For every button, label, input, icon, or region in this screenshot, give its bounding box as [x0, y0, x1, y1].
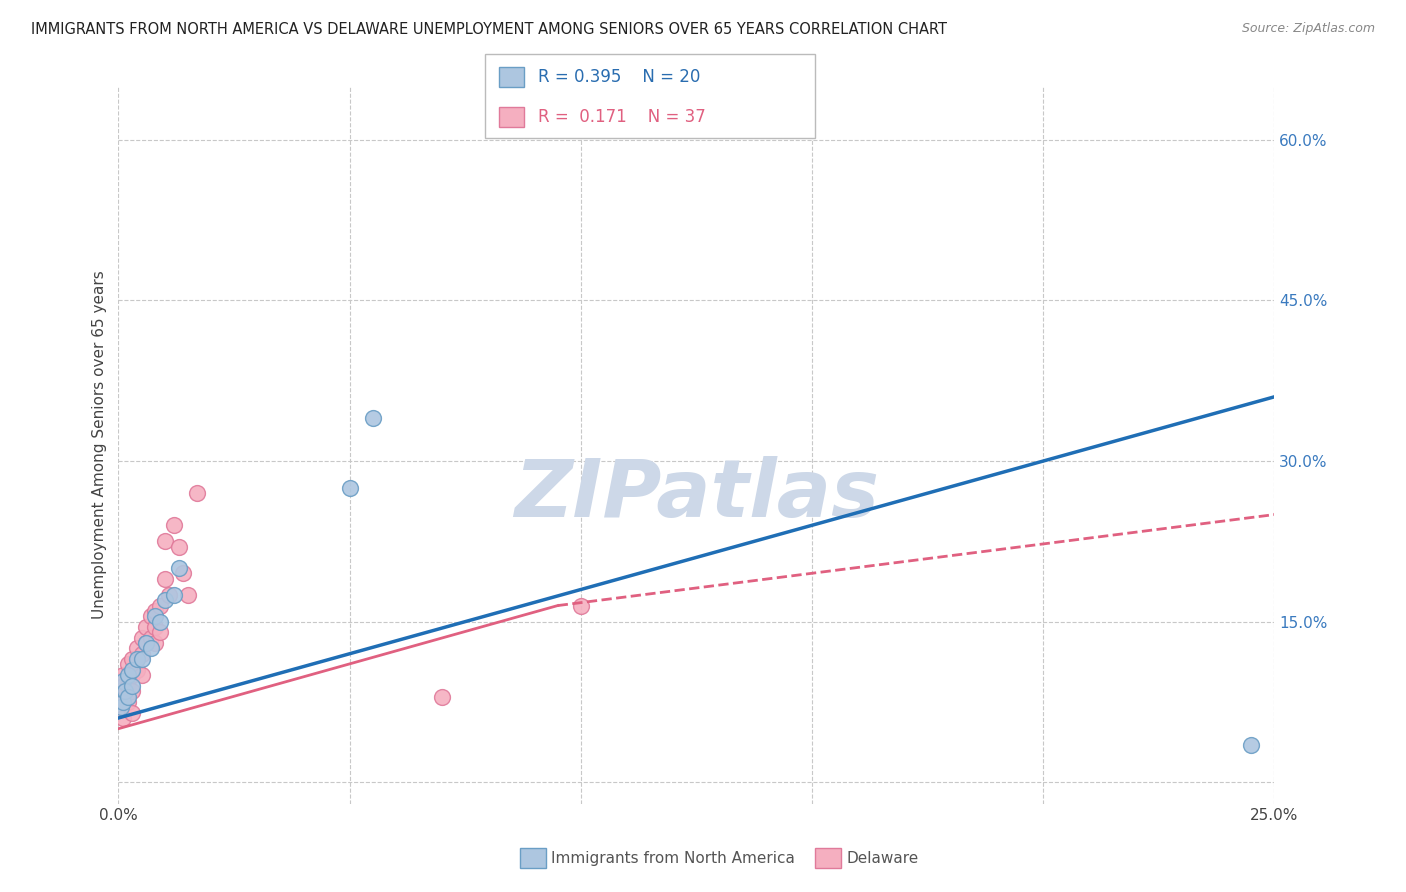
Point: [112, 695, 135, 709]
Text: Immigrants from North America: Immigrants from North America: [551, 851, 794, 865]
Point: [145, 604, 167, 618]
Point: [163, 518, 186, 533]
Point: [112, 711, 135, 725]
Text: ZIPatlas: ZIPatlas: [515, 456, 879, 534]
Point: [167, 540, 190, 554]
Point: [131, 647, 153, 661]
Point: [110, 690, 132, 704]
Point: [117, 679, 139, 693]
Point: [139, 609, 162, 624]
Point: [149, 599, 172, 613]
Y-axis label: Unemployment Among Seniors over 65 years: Unemployment Among Seniors over 65 years: [93, 270, 107, 619]
Point: [430, 690, 453, 704]
Point: [153, 593, 176, 607]
Point: [125, 663, 148, 677]
Point: [139, 641, 162, 656]
Point: [117, 690, 139, 704]
Point: [121, 684, 143, 698]
Point: [117, 695, 139, 709]
Point: [121, 663, 143, 677]
Point: [177, 588, 200, 602]
Point: [139, 631, 162, 645]
Point: [131, 668, 153, 682]
Point: [153, 534, 176, 549]
Point: [114, 684, 136, 698]
Point: [117, 657, 139, 672]
Point: [108, 673, 131, 688]
Text: Delaware: Delaware: [846, 851, 918, 865]
Point: [121, 652, 143, 666]
Point: [121, 668, 143, 682]
Point: [112, 679, 135, 693]
Point: [112, 695, 135, 709]
Point: [149, 615, 172, 629]
Point: [110, 700, 132, 714]
Text: IMMIGRANTS FROM NORTH AMERICA VS DELAWARE UNEMPLOYMENT AMONG SENIORS OVER 65 YEA: IMMIGRANTS FROM NORTH AMERICA VS DELAWAR…: [31, 22, 946, 37]
Point: [145, 636, 167, 650]
Point: [172, 566, 194, 581]
Point: [569, 599, 592, 613]
Text: Source: ZipAtlas.com: Source: ZipAtlas.com: [1241, 22, 1375, 36]
Point: [125, 641, 148, 656]
Point: [145, 609, 167, 624]
Text: R = 0.395    N = 20: R = 0.395 N = 20: [538, 69, 700, 87]
Point: [112, 668, 135, 682]
Point: [167, 561, 190, 575]
Point: [135, 620, 157, 634]
Point: [149, 625, 172, 640]
Point: [121, 679, 143, 693]
Point: [125, 652, 148, 666]
Point: [135, 636, 157, 650]
Point: [121, 706, 143, 720]
Text: R =  0.171    N = 37: R = 0.171 N = 37: [538, 108, 706, 126]
Point: [112, 673, 135, 688]
Point: [163, 588, 186, 602]
Point: [131, 652, 153, 666]
Point: [339, 481, 361, 495]
Point: [131, 631, 153, 645]
Point: [186, 486, 208, 500]
Point: [361, 411, 384, 425]
Point: [117, 668, 139, 682]
Point: [135, 636, 157, 650]
Point: [1240, 738, 1263, 752]
Point: [157, 588, 180, 602]
Point: [145, 620, 167, 634]
Point: [153, 572, 176, 586]
